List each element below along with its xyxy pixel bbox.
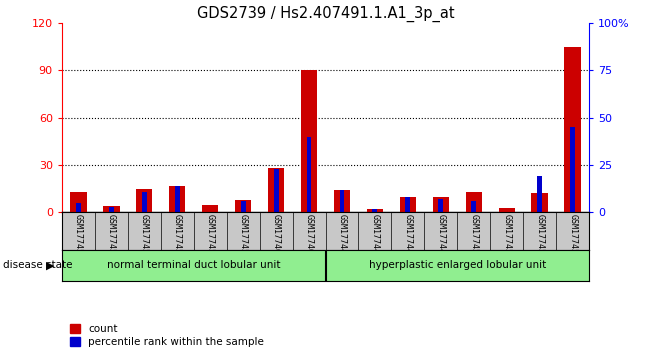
Text: GSM177459: GSM177459 xyxy=(239,213,247,258)
Text: GSM177453: GSM177453 xyxy=(568,213,577,258)
Bar xyxy=(241,201,245,212)
Bar xyxy=(307,137,311,212)
Bar xyxy=(340,190,344,212)
Text: GDS2739 / Hs2.407491.1.A1_3p_at: GDS2739 / Hs2.407491.1.A1_3p_at xyxy=(197,5,454,22)
Bar xyxy=(273,169,279,212)
Bar xyxy=(531,193,548,212)
Text: GSM177455: GSM177455 xyxy=(107,213,116,258)
Bar xyxy=(537,176,542,212)
Bar xyxy=(235,200,251,212)
Bar xyxy=(471,201,477,212)
Bar xyxy=(499,208,515,212)
Text: GSM177447: GSM177447 xyxy=(370,213,380,258)
Text: GSM177456: GSM177456 xyxy=(140,213,148,258)
Text: GSM177451: GSM177451 xyxy=(503,213,511,258)
Bar xyxy=(433,196,449,212)
Bar xyxy=(70,192,87,212)
Text: disease state: disease state xyxy=(3,261,73,270)
Text: GSM177454: GSM177454 xyxy=(74,213,83,258)
Text: GSM177449: GSM177449 xyxy=(436,213,445,258)
Bar xyxy=(301,70,317,212)
Text: GSM177448: GSM177448 xyxy=(404,213,412,258)
Legend: count, percentile rank within the sample: count, percentile rank within the sample xyxy=(70,324,264,347)
Text: GSM177457: GSM177457 xyxy=(173,213,182,258)
Bar xyxy=(570,127,575,212)
Bar xyxy=(76,203,81,212)
Bar xyxy=(136,189,152,212)
Text: GSM177458: GSM177458 xyxy=(206,213,215,258)
Text: GSM177446: GSM177446 xyxy=(337,213,346,258)
Text: GSM177461: GSM177461 xyxy=(305,213,314,258)
Text: hyperplastic enlarged lobular unit: hyperplastic enlarged lobular unit xyxy=(368,261,546,270)
Bar xyxy=(202,205,218,212)
Bar xyxy=(367,209,383,212)
Bar xyxy=(400,196,416,212)
Bar xyxy=(142,192,146,212)
Bar xyxy=(174,186,180,212)
Bar xyxy=(438,199,443,212)
Text: GSM177452: GSM177452 xyxy=(535,213,544,258)
Bar xyxy=(268,168,284,212)
Bar xyxy=(564,47,581,212)
Text: normal terminal duct lobular unit: normal terminal duct lobular unit xyxy=(107,261,281,270)
Text: ▶: ▶ xyxy=(46,261,55,270)
Bar xyxy=(465,192,482,212)
Text: GSM177450: GSM177450 xyxy=(469,213,478,258)
Text: GSM177460: GSM177460 xyxy=(271,213,281,258)
Bar xyxy=(109,207,114,212)
Bar xyxy=(169,185,186,212)
Bar xyxy=(406,197,410,212)
Bar xyxy=(372,209,378,212)
Bar xyxy=(103,206,120,212)
Bar xyxy=(334,190,350,212)
